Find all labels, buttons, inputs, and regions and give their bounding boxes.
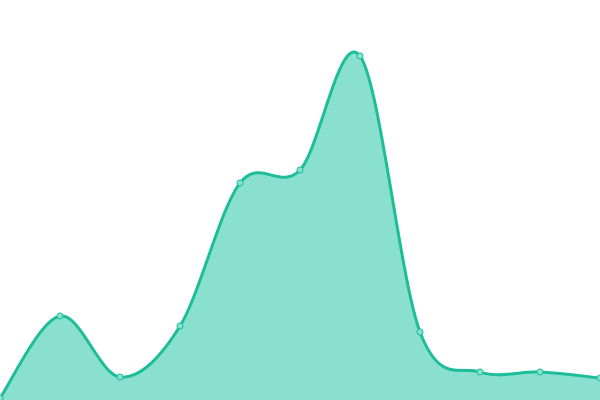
data-point-10 [596,374,600,382]
data-point-8 [476,368,484,376]
data-point-5 [296,166,304,174]
area-fill [0,52,600,400]
data-point-6 [356,52,364,60]
data-markers [0,52,600,400]
data-point-9 [536,368,544,376]
data-point-4 [236,179,244,187]
data-point-7 [416,328,424,336]
data-point-1 [56,312,64,320]
data-point-0 [0,394,4,400]
data-point-3 [176,322,184,330]
data-point-2 [116,373,124,381]
